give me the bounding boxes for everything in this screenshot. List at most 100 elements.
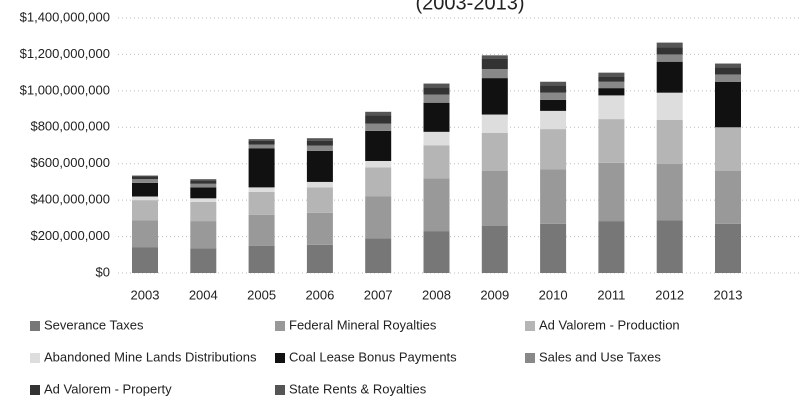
- bar-segment: [423, 83, 450, 88]
- y-tick-label: $1,000,000,000: [20, 82, 110, 97]
- bar-segment: [540, 85, 567, 93]
- bar-segment: [306, 181, 333, 188]
- bar-segment: [540, 92, 567, 100]
- bar-segment: [306, 212, 333, 245]
- bar-segment: [423, 145, 450, 179]
- bar-segment: [248, 214, 275, 246]
- bar-segment: [306, 145, 333, 151]
- bar-segment: [190, 221, 217, 249]
- bar-segment: [190, 187, 217, 199]
- bar-segment: [365, 196, 392, 239]
- bar-segment: [540, 99, 567, 111]
- bar-segment: [423, 94, 450, 103]
- legend-swatch: [275, 321, 285, 331]
- bar-segment: [715, 81, 741, 128]
- bar-segment: [598, 81, 625, 89]
- bar-segment: [365, 238, 392, 273]
- bar-segment: [481, 58, 508, 69]
- legend-label: Abandoned Mine Lands Distributions: [44, 349, 257, 364]
- bar-segment: [190, 183, 217, 188]
- bar-segment: [715, 67, 741, 75]
- legend-label: Coal Lease Bonus Payments: [289, 349, 457, 364]
- x-tick-label: 2012: [655, 287, 684, 302]
- legend-label: Sales and Use Taxes: [539, 349, 661, 364]
- legend-swatch: [525, 321, 535, 331]
- x-tick-label: 2006: [305, 287, 334, 302]
- legend-label: Severance Taxes: [44, 317, 144, 332]
- y-tick-label: $0: [96, 264, 110, 279]
- bar-segment: [598, 221, 625, 273]
- legend-swatch: [30, 353, 40, 363]
- legend-swatch: [275, 353, 285, 363]
- bar-segment: [598, 119, 625, 163]
- bar-segment: [132, 200, 158, 221]
- bar-segment: [190, 248, 217, 273]
- bar-segment: [365, 111, 392, 116]
- legend-swatch: [30, 385, 40, 395]
- bar-segment: [132, 220, 158, 248]
- bar-segment: [132, 182, 158, 197]
- bar-segment: [306, 138, 333, 141]
- bar-segment: [248, 144, 275, 149]
- legend-label: Ad Valorem - Property: [44, 381, 172, 396]
- bar-segment: [306, 150, 333, 182]
- x-tick-label: 2003: [131, 287, 160, 302]
- bar-segment: [715, 171, 741, 224]
- bar-segment: [481, 132, 508, 171]
- bar-segment: [540, 129, 567, 170]
- bar-segment: [715, 63, 741, 68]
- bar-segment: [656, 92, 683, 120]
- bar-segment: [481, 69, 508, 79]
- y-tick-label: $1,400,000,000: [20, 9, 110, 24]
- bar-segment: [598, 162, 625, 222]
- bar-segment: [423, 231, 450, 273]
- bar-segment: [248, 245, 275, 273]
- bar-segment: [598, 72, 625, 77]
- bar-segment: [481, 78, 508, 115]
- bar-segment: [248, 148, 275, 188]
- bar-segment: [190, 201, 217, 222]
- bar-segment: [365, 160, 392, 168]
- bar-segment: [715, 223, 741, 273]
- legend-label: Ad Valorem - Production: [539, 317, 680, 332]
- bar-segment: [132, 247, 158, 273]
- x-tick-label: 2007: [364, 287, 393, 302]
- bar-segment: [306, 187, 333, 213]
- bar-segment: [132, 176, 158, 180]
- bar-segment: [598, 76, 625, 82]
- bar-segment: [423, 178, 450, 232]
- bar-segment: [306, 140, 333, 146]
- bar-segment: [423, 131, 450, 146]
- bar-segment: [656, 163, 683, 221]
- bar-segment: [481, 55, 508, 59]
- bar-segment: [481, 225, 508, 273]
- bar-segment: [423, 102, 450, 132]
- bar-segment: [481, 171, 508, 226]
- x-tick-label: 2013: [714, 287, 743, 302]
- bar-segment: [540, 81, 567, 86]
- bar-segment: [540, 110, 567, 130]
- y-tick-label: $600,000,000: [30, 155, 110, 170]
- bar-segment: [423, 87, 450, 95]
- legend-swatch: [275, 385, 285, 395]
- bar-segment: [248, 187, 275, 192]
- bar-segment: [190, 198, 217, 202]
- x-tick-label: 2004: [189, 287, 218, 302]
- x-tick-label: 2008: [422, 287, 451, 302]
- bar-segment: [248, 139, 275, 141]
- bar-segment: [248, 191, 275, 215]
- bar-segment: [248, 140, 275, 145]
- bar-segment: [715, 127, 741, 171]
- bar-segment: [132, 179, 158, 183]
- bar-segment: [656, 47, 683, 55]
- bar-segment: [656, 220, 683, 273]
- bar-segment: [540, 223, 567, 273]
- bar-segment: [715, 74, 741, 82]
- chart-title: (2003-2013): [416, 0, 525, 14]
- y-tick-label: $400,000,000: [30, 192, 110, 207]
- legend-label: Federal Mineral Royalties: [289, 317, 437, 332]
- bar-segment: [656, 61, 683, 93]
- bar-segment: [540, 169, 567, 224]
- y-tick-label: $800,000,000: [30, 119, 110, 134]
